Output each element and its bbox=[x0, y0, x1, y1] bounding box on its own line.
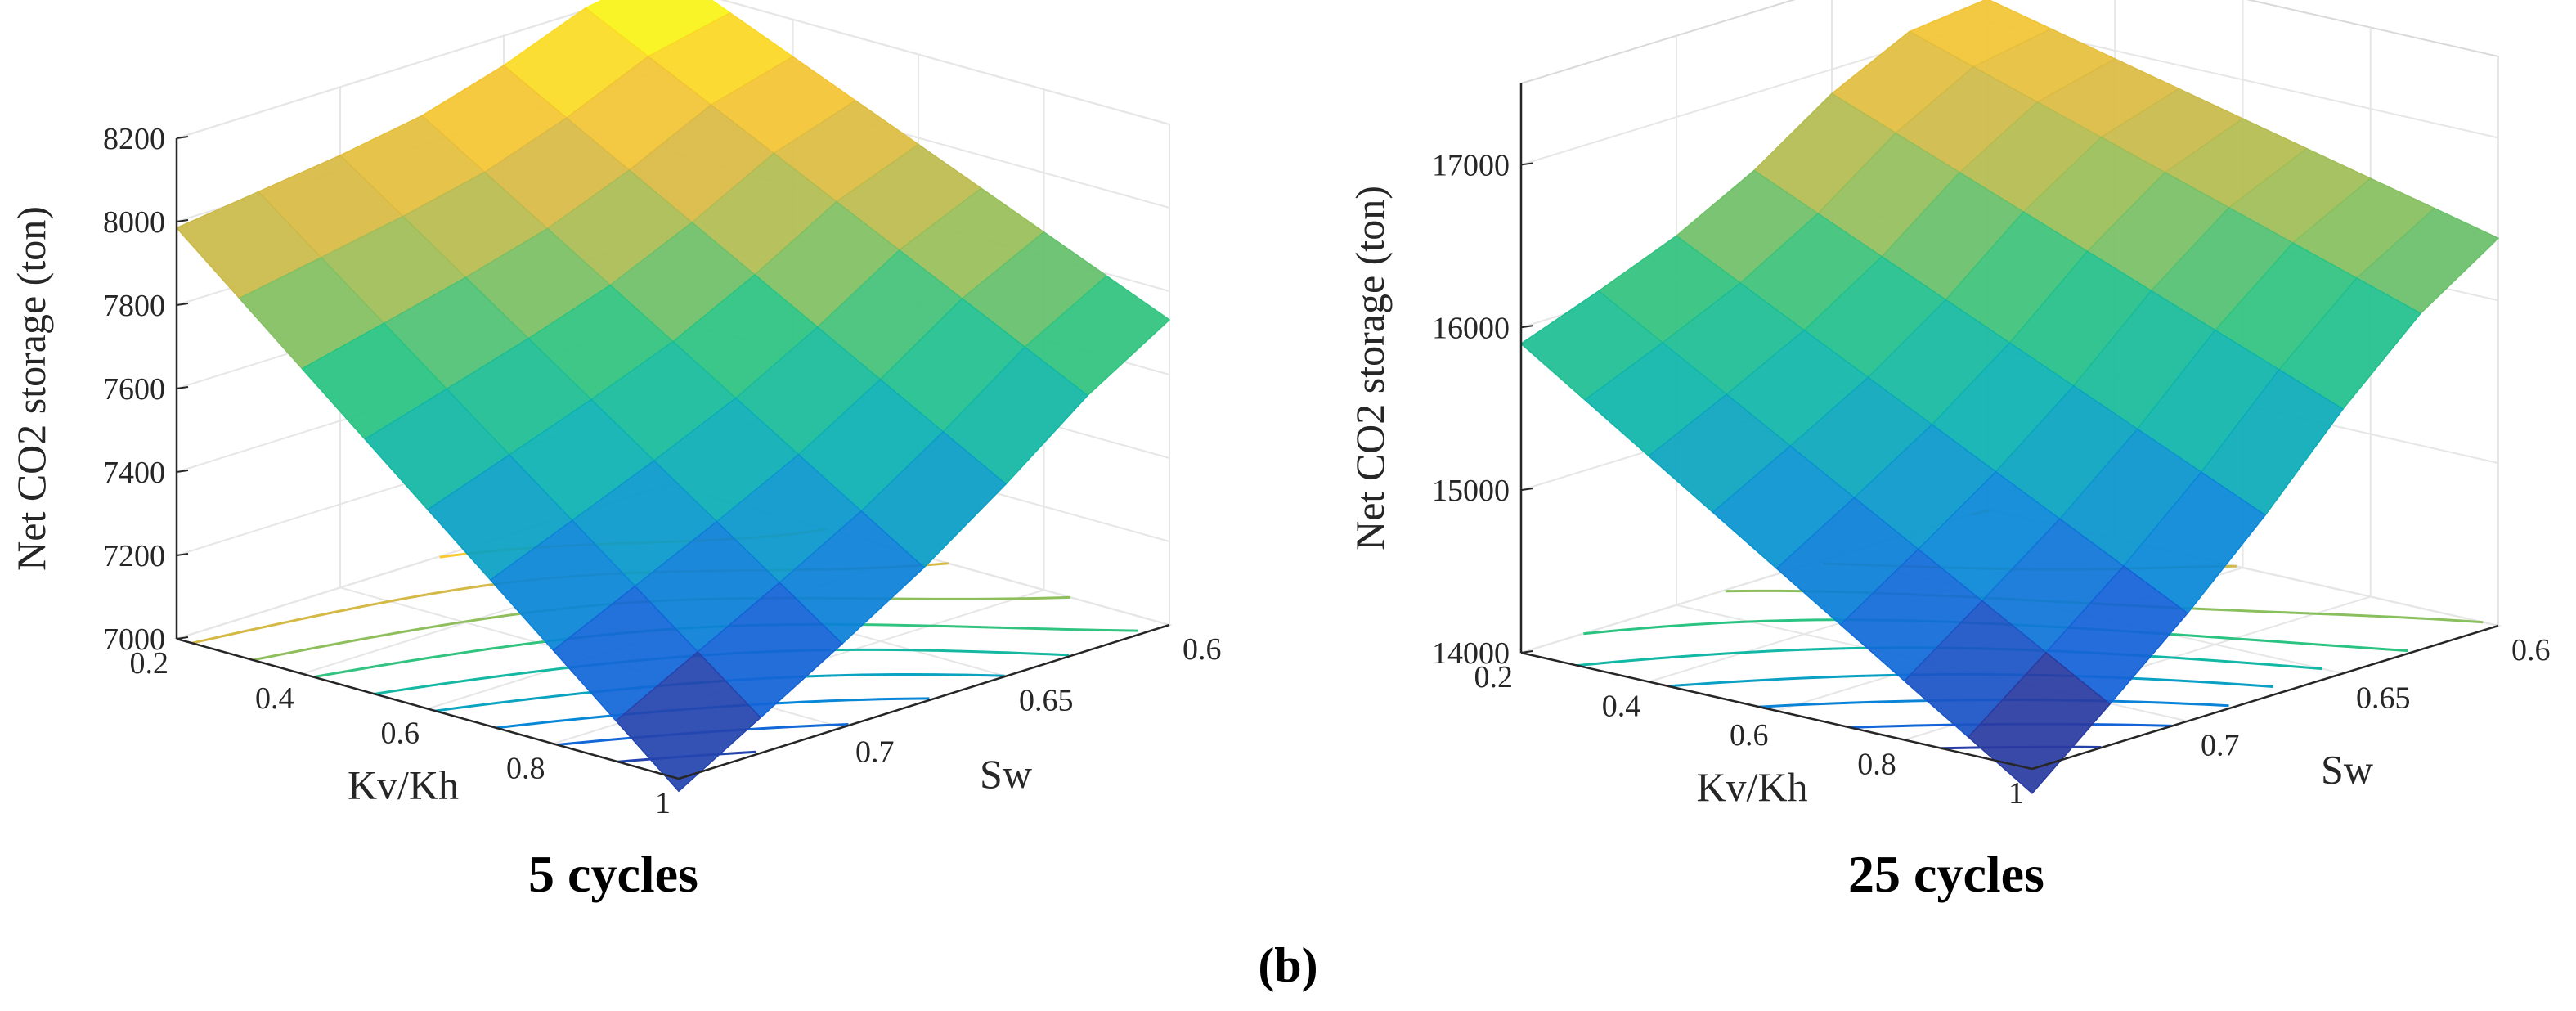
x-tick-label: 0.4 bbox=[255, 681, 294, 716]
x-axis-line bbox=[1520, 651, 2033, 771]
y-axis-line bbox=[678, 623, 1170, 780]
z-tick-label: 15000 bbox=[1432, 474, 1510, 508]
y-tick-label: 0.65 bbox=[1019, 684, 1074, 718]
x-tick-label: 0.8 bbox=[506, 751, 545, 785]
z-tick-label: 7200 bbox=[103, 539, 165, 573]
z-tick-label: 8200 bbox=[103, 122, 165, 156]
z-tick-mark bbox=[176, 386, 189, 389]
z-axis-label: Net CO2 storage (ton) bbox=[8, 206, 54, 571]
z-axis-label: Net CO2 storage (ton) bbox=[1347, 186, 1393, 550]
chart-25-cycles: 14000 15000 16000 17000 0.2 0.4 0.6 0.8 1 0.6 0.65… bbox=[1347, 0, 2551, 903]
y-tick-label: 0.7 bbox=[2201, 729, 2240, 763]
x-tick-label: 0.6 bbox=[1730, 718, 1769, 753]
x-axis-line bbox=[176, 637, 680, 780]
chart-title: 25 cycles bbox=[1848, 845, 2044, 903]
axis-lines bbox=[1519, 83, 2499, 771]
x-tick-label: 0.2 bbox=[130, 646, 169, 681]
z-tick-label: 7000 bbox=[103, 622, 165, 657]
z-tick-mark bbox=[1520, 650, 1533, 654]
chart-5-cycles: 7000 7200 7400 7600 7800 8000 8200 0.2 0.4 0.6 0.8… bbox=[8, 0, 1222, 903]
z-tick-label: 16000 bbox=[1432, 311, 1510, 345]
x-tick-label: 0.6 bbox=[381, 717, 420, 751]
y-axis-label: Sw bbox=[2321, 747, 2373, 793]
z-tick-mark bbox=[176, 470, 189, 473]
y-tick-label: 0.7 bbox=[855, 735, 895, 769]
chart-title: 5 cycles bbox=[528, 845, 698, 903]
y-tick-label: 0.6 bbox=[2511, 633, 2551, 667]
y-axis-label: Sw bbox=[980, 751, 1032, 797]
figure-label: (b) bbox=[1258, 938, 1317, 992]
z-tick-mark bbox=[176, 303, 189, 306]
z-tick-label: 7600 bbox=[103, 372, 165, 407]
z-tick-label: 7400 bbox=[103, 456, 165, 490]
x-tick-label: 1 bbox=[2008, 776, 2024, 811]
y-axis-line bbox=[2031, 624, 2499, 771]
z-tick-mark bbox=[176, 553, 189, 556]
x-tick-label: 1 bbox=[655, 786, 671, 820]
z-tick-mark bbox=[176, 136, 189, 139]
surface bbox=[1519, 0, 2500, 794]
y-tick-label: 0.65 bbox=[2356, 681, 2411, 715]
x-tick-label: 0.4 bbox=[1602, 690, 1641, 724]
x-axis-label: Kv/Kh bbox=[348, 762, 459, 808]
z-tick-label: 17000 bbox=[1432, 148, 1510, 182]
z-tick-mark bbox=[1520, 488, 1533, 492]
x-tick-label: 0.2 bbox=[1474, 660, 1514, 694]
x-axis-label: Kv/Kh bbox=[1696, 764, 1807, 810]
z-tick-label: 8000 bbox=[103, 205, 165, 240]
surface-patch bbox=[615, 650, 762, 793]
z-tick-label: 7800 bbox=[103, 289, 165, 323]
surface-patch bbox=[1967, 651, 2112, 794]
z-tick-mark bbox=[1520, 162, 1533, 166]
surface bbox=[175, 0, 1171, 793]
z-tick-mark bbox=[1520, 325, 1533, 329]
z-tick-mark bbox=[176, 636, 189, 640]
y-tick-label: 0.6 bbox=[1183, 632, 1222, 667]
x-tick-label: 0.8 bbox=[1857, 748, 1896, 782]
z-tick-mark bbox=[176, 219, 189, 222]
z-tick-label: 14000 bbox=[1432, 636, 1510, 671]
